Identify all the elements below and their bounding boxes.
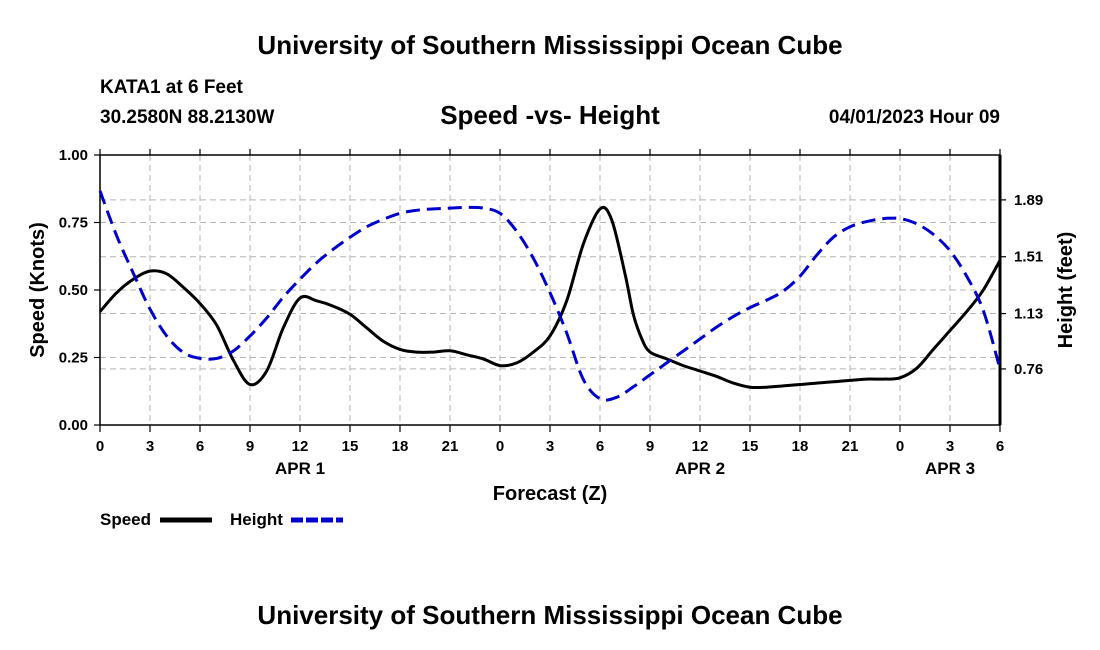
chart-axes: 0 3 6 9 12 15 18 21 0 3 6 9 12 15 18 21 0 3 6 APR 1 APR 2 APR… xyxy=(59,147,1043,478)
series-line-speed xyxy=(98,205,1002,390)
footer-title: University of Southern Mississippi Ocean… xyxy=(257,600,843,630)
page-title: University of Southern Mississippi Ocean… xyxy=(257,30,843,60)
x-tick-label: 12 xyxy=(292,438,309,455)
chart-title: Speed -vs- Height xyxy=(440,100,660,130)
y-tick-label-left: 1.00 xyxy=(59,147,88,164)
x-tick-label: 15 xyxy=(342,438,359,455)
y-tick-label-right: 1.89 xyxy=(1014,192,1043,209)
y-tick-label-left: 0.00 xyxy=(59,417,88,434)
x-tick-label: 0 xyxy=(496,438,504,455)
legend: Speed Height xyxy=(100,510,343,529)
legend-label-height: Height xyxy=(230,510,283,529)
y-tick-label-right: 1.13 xyxy=(1014,306,1043,323)
y-axis-label-right: Height (feet) xyxy=(1055,232,1077,349)
date-label: APR 3 xyxy=(925,459,975,478)
x-tick-label: 0 xyxy=(96,438,104,455)
forecast-datetime: 04/01/2023 Hour 09 xyxy=(828,107,1000,128)
y-tick-label-right: 1.51 xyxy=(1014,249,1043,266)
x-tick-label: 3 xyxy=(946,438,954,455)
y-tick-label-right: 0.76 xyxy=(1014,361,1043,378)
x-tick-label: 9 xyxy=(246,438,254,455)
x-tick-label: 0 xyxy=(896,438,904,455)
x-tick-label: 9 xyxy=(646,438,654,455)
chart-grid xyxy=(100,154,1000,425)
x-tick-label: 3 xyxy=(146,438,154,455)
x-tick-label: 6 xyxy=(196,438,204,455)
station-coords: 30.2580N 88.2130W xyxy=(100,107,275,128)
y-tick-label-left: 0.25 xyxy=(59,350,88,367)
x-tick-label: 21 xyxy=(842,438,859,455)
y-tick-label-left: 0.75 xyxy=(59,215,88,232)
y-tick-label-left: 0.50 xyxy=(59,282,88,299)
x-axis-label: Forecast (Z) xyxy=(493,483,607,505)
x-tick-label: 6 xyxy=(996,438,1004,455)
y-axis-label-left: Speed (Knots) xyxy=(27,222,49,358)
chart-series xyxy=(98,190,1002,402)
x-tick-label: 6 xyxy=(596,438,604,455)
x-tick-label: 18 xyxy=(392,438,409,455)
station-label: KATA1 at 6 Feet xyxy=(100,77,243,98)
series-line-height xyxy=(98,190,1002,402)
date-label: APR 1 xyxy=(275,459,325,478)
x-tick-label: 21 xyxy=(442,438,459,455)
x-tick-label: 15 xyxy=(742,438,759,455)
x-tick-label: 12 xyxy=(692,438,709,455)
x-tick-label: 3 xyxy=(546,438,554,455)
legend-label-speed: Speed xyxy=(100,510,151,529)
date-label: APR 2 xyxy=(675,459,725,478)
x-tick-label: 18 xyxy=(792,438,809,455)
